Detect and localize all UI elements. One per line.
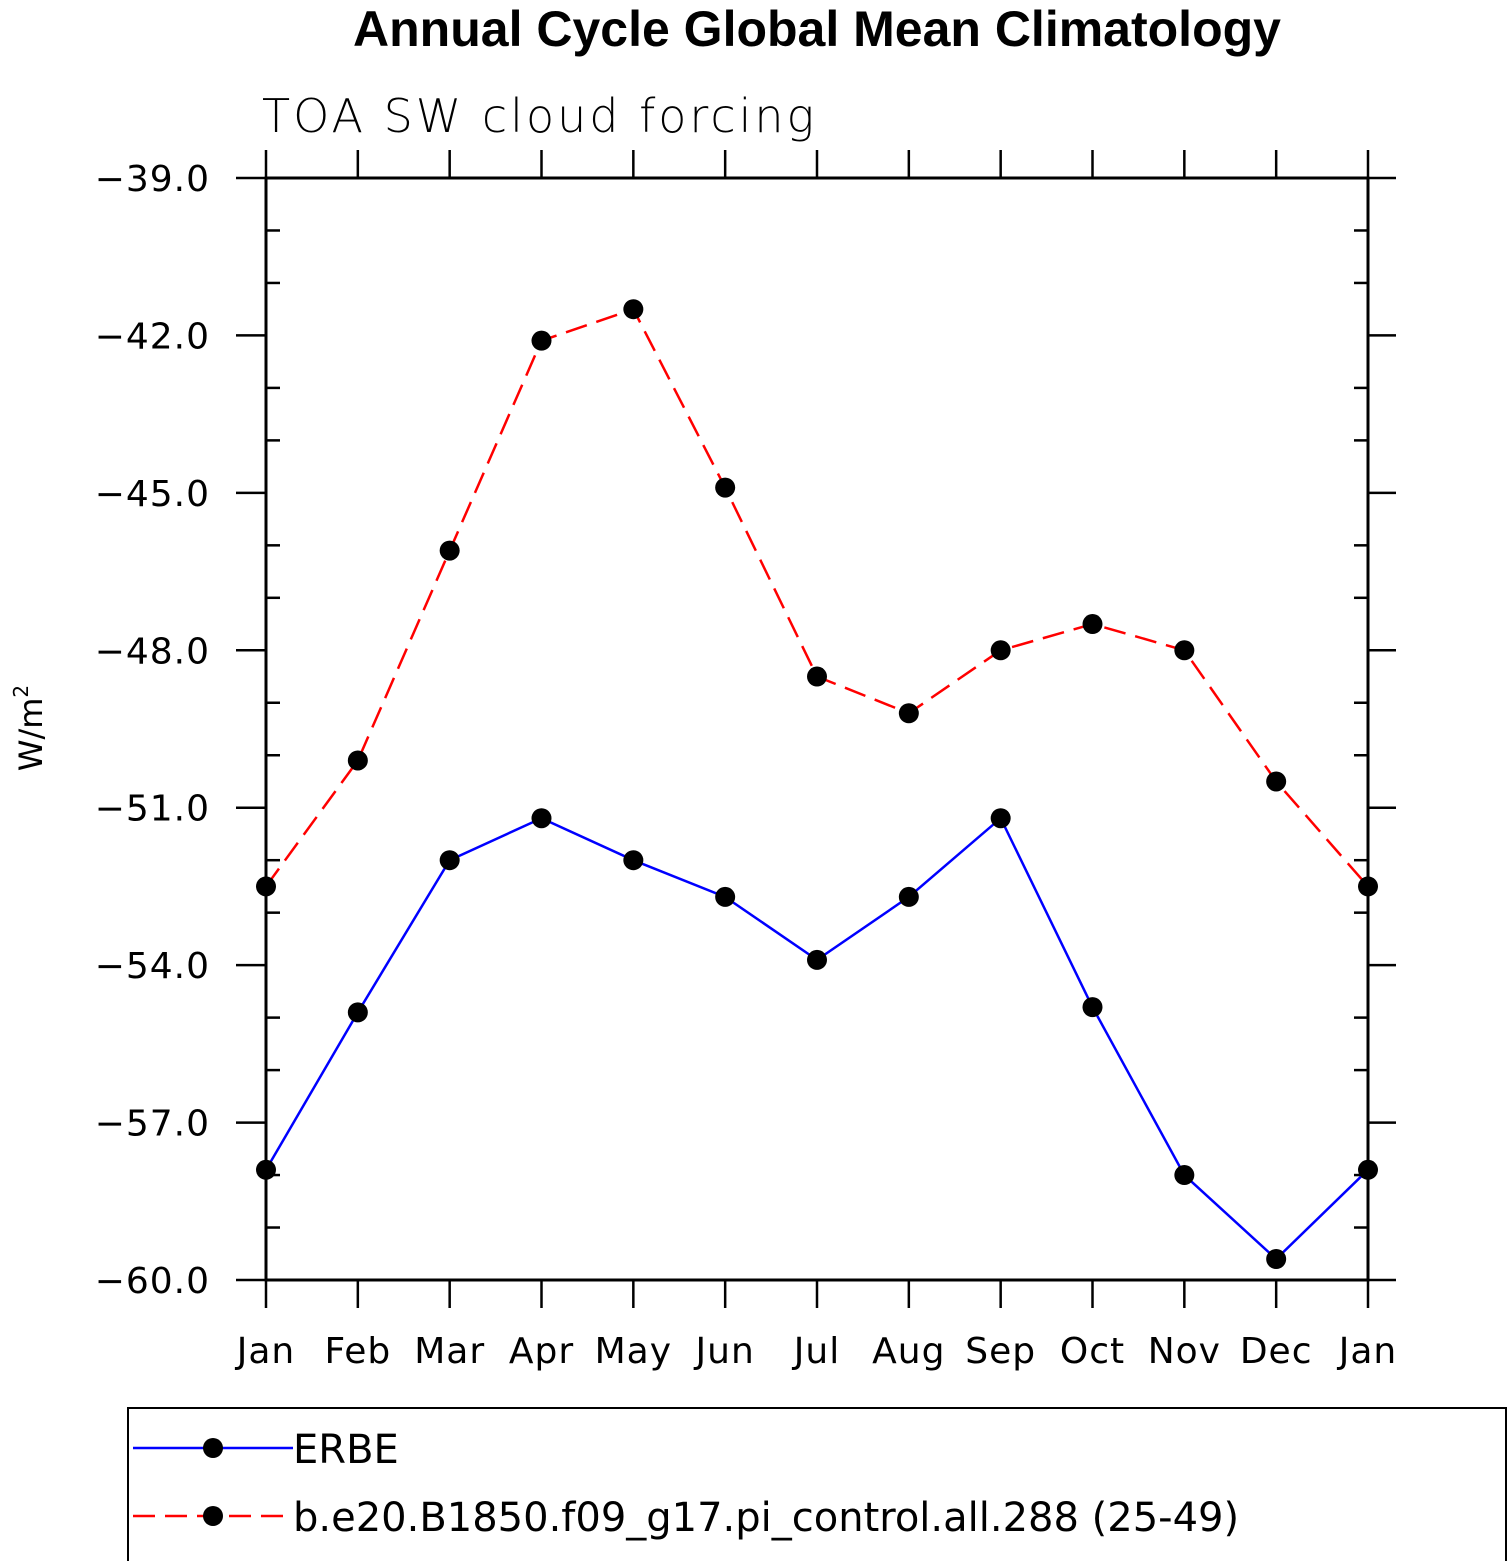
x-tick-label: Sep xyxy=(965,1331,1036,1372)
y-tick-label: −51.0 xyxy=(95,789,210,830)
x-tick-label: Dec xyxy=(1240,1331,1313,1372)
series-line-0 xyxy=(264,816,1369,1261)
y-tick-label: −39.0 xyxy=(95,159,210,200)
x-tick-label: Mar xyxy=(414,1331,485,1372)
legend: ERBE b.e20.B1850.f09_g17.pi_control.all.… xyxy=(127,1407,1507,1561)
series-1-point xyxy=(531,330,552,351)
series-0-point xyxy=(807,949,827,970)
series-0-point xyxy=(623,850,644,871)
chart-title: Annual Cycle Global Mean Climatology xyxy=(353,1,1281,57)
x-tick-label: Jan xyxy=(1337,1331,1398,1372)
series-1-point xyxy=(990,640,1011,661)
series-0-point xyxy=(439,850,460,871)
series-0-point xyxy=(990,808,1011,829)
series-0-point xyxy=(531,808,552,829)
legend-marker-erbe xyxy=(203,1438,223,1458)
series-0-point xyxy=(1174,1165,1195,1186)
y-axis-label-superscript: 2 xyxy=(9,685,33,698)
series-1-point xyxy=(256,876,276,897)
y-tick-label: −54.0 xyxy=(95,946,210,987)
series-layer xyxy=(256,299,1378,1270)
series-1-point xyxy=(623,299,644,320)
x-tick-label: Feb xyxy=(324,1331,391,1372)
series-0-point xyxy=(1082,997,1103,1018)
series-1-point xyxy=(1358,876,1378,897)
legend-label-model: b.e20.B1850.f09_g17.pi_control.all.288 (… xyxy=(293,1495,1239,1541)
y-tick-label: −48.0 xyxy=(95,631,210,672)
x-tick-label: Nov xyxy=(1148,1331,1221,1372)
series-1-point xyxy=(715,477,736,498)
y-tick-label: −42.0 xyxy=(95,316,210,357)
y-tick-labels: −39.0 −42.0 −45.0 −48.0 −51.0 −54.0 −57.0 −60.0 xyxy=(95,159,210,1302)
series-0-point xyxy=(256,1159,276,1180)
series-0-point xyxy=(898,886,919,907)
y-axis-title: W/m2 xyxy=(9,685,50,771)
series-0-point xyxy=(347,1002,368,1023)
y-tick-label: −60.0 xyxy=(95,1261,210,1302)
series-1-point xyxy=(807,666,827,687)
x-tick-label: Aug xyxy=(872,1331,945,1372)
axis-ticks xyxy=(236,150,1396,1308)
series-1-point xyxy=(347,750,368,771)
legend-marker-model xyxy=(203,1506,223,1526)
series-0-point xyxy=(1266,1249,1287,1270)
x-tick-label: Jul xyxy=(792,1331,840,1372)
x-tick-label: Apr xyxy=(509,1331,574,1372)
y-tick-label: −57.0 xyxy=(95,1104,210,1145)
series-1-point xyxy=(439,540,460,561)
x-tick-label: Jun xyxy=(694,1331,755,1372)
series-1-point xyxy=(898,703,919,724)
series-line-1 xyxy=(264,307,1369,888)
legend-label-erbe: ERBE xyxy=(293,1427,399,1473)
x-tick-label: Oct xyxy=(1060,1331,1125,1372)
y-axis-label: W/m xyxy=(12,698,50,772)
legend-box xyxy=(127,1407,1507,1561)
series-1-point xyxy=(1082,614,1103,635)
series-0-point xyxy=(1358,1159,1378,1180)
x-tick-label: May xyxy=(595,1331,672,1372)
plot-frame xyxy=(264,176,1370,1282)
x-tick-label: Jan xyxy=(235,1331,296,1372)
x-tick-labels: Jan Feb Mar Apr May Jun Jul Aug Sep Oct Nov Dec Jan xyxy=(235,1331,1398,1372)
y-tick-label: −45.0 xyxy=(95,474,210,515)
svg-text:W/m2: W/m2 xyxy=(9,685,50,771)
series-0-point xyxy=(715,886,736,907)
chart-subtitle: TOA SW cloud forcing xyxy=(262,89,817,143)
series-1-point xyxy=(1174,640,1195,661)
series-1-point xyxy=(1266,771,1287,792)
